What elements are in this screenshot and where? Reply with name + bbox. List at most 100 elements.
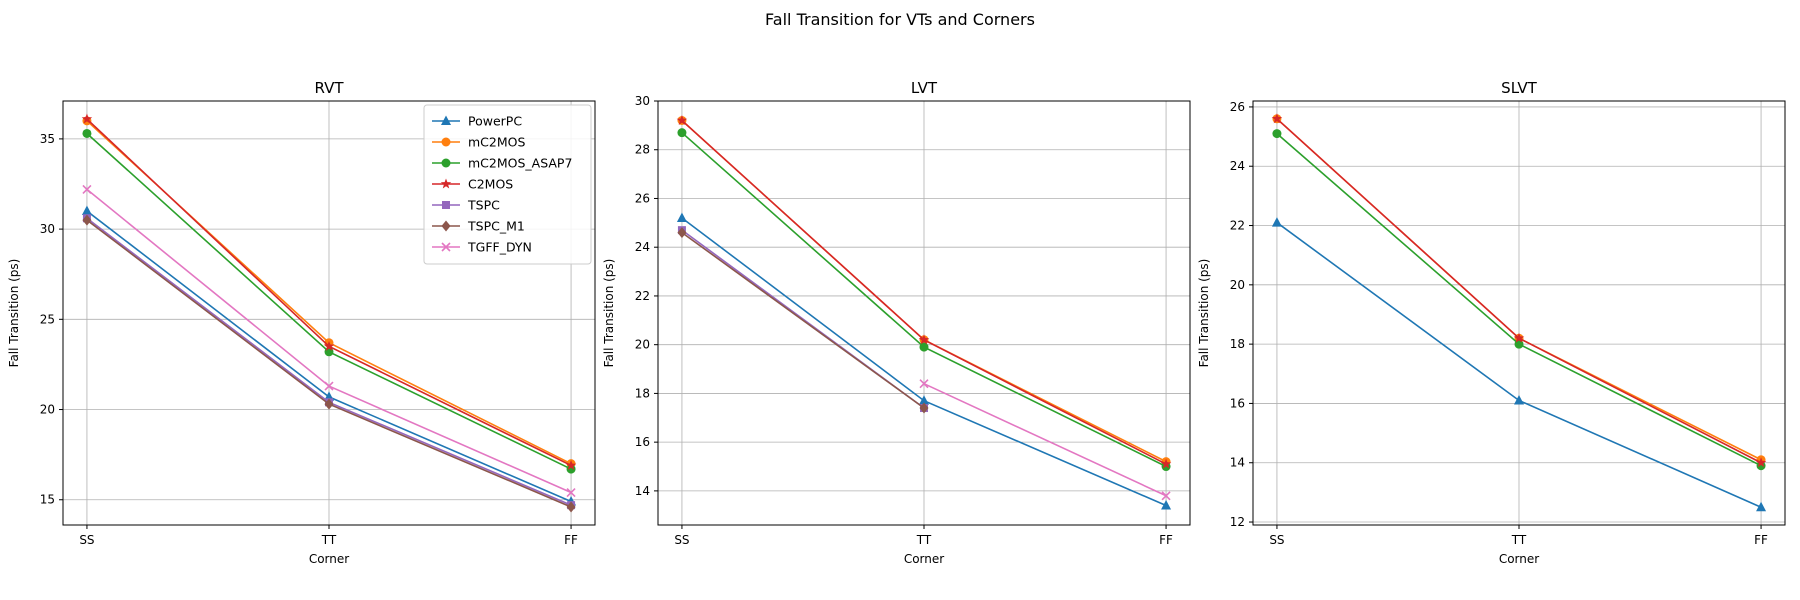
x-tick-label: SS: [79, 533, 94, 547]
x-tick-label: TT: [1511, 533, 1527, 547]
marker-powerpc: [676, 212, 687, 222]
y-tick-label: 22: [1230, 219, 1245, 233]
y-tick-label: 35: [40, 132, 55, 146]
marker-powerpc: [919, 395, 929, 405]
y-tick-label: 26: [1230, 100, 1245, 114]
y-axis-label: Fall Transition (ps): [1197, 259, 1211, 368]
series-c2mos: [1271, 113, 1767, 468]
y-tick-label: 20: [1230, 278, 1245, 292]
series-tspc-m1: [82, 214, 576, 513]
subplot-title: RVT: [314, 79, 344, 97]
y-tick-label: 12: [1230, 515, 1245, 529]
subplot-lvt: SS TT FF 14 16 18 20 22 24 26 28 30 LVT Corner Fall Tr…: [602, 79, 1191, 566]
marker-c2mos: [323, 340, 335, 351]
marker-mc2mos-asap7: [1756, 461, 1766, 471]
marker-c2mos: [1271, 113, 1283, 124]
legend-label: TGFF_DYN: [467, 240, 532, 255]
y-tick-label: 20: [40, 403, 55, 417]
x-tick-label: FF: [1159, 533, 1173, 547]
y-tick-label: 24: [635, 240, 650, 254]
legend-entry-mc2mos-asap7: mC2MOS_ASAP7: [432, 156, 572, 171]
marker-tspc-m1: [566, 501, 576, 513]
marker-powerpc: [1161, 500, 1172, 510]
marker-tgff-dyn: [324, 381, 334, 391]
y-tick-label: 14: [1230, 456, 1245, 470]
series-mc2mos-asap7: [677, 128, 1171, 472]
legend-label: mC2MOS: [468, 135, 525, 150]
marker-tgff-dyn: [82, 184, 92, 194]
marker-tspc-m1: [441, 220, 451, 232]
legend-entry-powerpc: PowerPC: [432, 114, 522, 129]
series-powerpc: [676, 212, 1172, 510]
subplot-rvt: SS TT FF 15 20 25 30 35 RVT Corner Fall Transition…: [7, 79, 596, 566]
marker-c2mos: [1160, 458, 1172, 469]
legend-entry-c2mos: C2MOS: [432, 177, 513, 192]
marker-c2mos: [565, 459, 577, 470]
legend-label: mC2MOS_ASAP7: [468, 156, 572, 171]
marker-tgff-dyn: [441, 242, 451, 252]
series-c2mos: [81, 113, 577, 470]
marker-powerpc: [1514, 394, 1524, 405]
y-tick-label: 18: [635, 386, 650, 400]
legend-label: TSPC: [467, 198, 500, 213]
line-tspc-m1: [681, 231, 925, 409]
marker-mc2mos-asap7: [919, 342, 929, 352]
series-c2mos: [676, 114, 1172, 469]
legend-frame: [423, 104, 592, 265]
marker-powerpc: [1756, 501, 1767, 512]
marker-tgff-dyn: [1161, 491, 1171, 501]
y-tick-label: 20: [635, 338, 650, 352]
y-tick-label: 25: [40, 312, 55, 326]
x-tick-label: FF: [564, 533, 578, 547]
marker-c2mos: [81, 113, 93, 124]
marker-powerpc: [1271, 217, 1282, 227]
marker-tspc-m1: [324, 398, 334, 410]
y-tick-label: 14: [635, 484, 650, 498]
marker-powerpc: [441, 115, 451, 125]
marker-mc2mos-asap7: [441, 158, 451, 168]
legend-entry-tspc: TSPC: [432, 198, 500, 213]
y-axis-label: Fall Transition (ps): [602, 259, 616, 368]
line-tgff-dyn: [923, 382, 1167, 497]
series-tspc-m1: [677, 227, 929, 414]
x-axis-label: Corner: [904, 552, 944, 566]
x-tick-label: TT: [916, 533, 932, 547]
y-tick-label: 30: [40, 222, 55, 236]
subplots: SS TT FF 15 20 25 30 35 RVT Corner Fall Transition…: [7, 79, 1786, 566]
y-tick-label: 26: [635, 191, 650, 205]
marker-c2mos: [1513, 332, 1525, 343]
y-tick-label: 22: [635, 289, 650, 303]
y-tick-label: 16: [635, 435, 650, 449]
y-axis-label: Fall Transition (ps): [7, 259, 21, 368]
x-axis-label: Corner: [1499, 552, 1539, 566]
legend: PowerPC mC2MOS mC2MOS_ASAP7 C2MOS TSPC TSPC_M…: [423, 104, 592, 265]
subplot-title: SLVT: [1501, 79, 1537, 97]
legend-label: C2MOS: [468, 177, 513, 192]
marker-tgff-dyn: [919, 379, 929, 389]
y-tick-label: 30: [635, 94, 650, 108]
marker-tspc-m1: [82, 214, 92, 226]
marker-c2mos: [440, 178, 452, 189]
series-tgff-dyn: [82, 184, 576, 498]
legend-entry-tspc-m1: TSPC_M1: [432, 219, 525, 234]
figure-suptitle: Fall Transition for VTs and Corners: [765, 10, 1035, 29]
series-tgff-dyn: [919, 379, 1171, 501]
legend-label: TSPC_M1: [467, 219, 525, 234]
marker-mc2mos-asap7: [82, 128, 92, 138]
marker-tspc-m1: [677, 227, 687, 239]
marker-c2mos: [676, 114, 688, 125]
legend-entry-mc2mos: mC2MOS: [432, 135, 525, 150]
marker-mc2mos-asap7: [1514, 339, 1524, 349]
y-tick-label: 16: [1230, 396, 1245, 410]
marker-tgff-dyn: [566, 487, 576, 498]
x-tick-label: SS: [674, 533, 689, 547]
y-tick-label: 18: [1230, 337, 1245, 351]
y-tick-label: 28: [635, 143, 650, 157]
legend-entry-tgff-dyn: TGFF_DYN: [432, 240, 532, 255]
y-tick-label: 24: [1230, 159, 1245, 173]
x-tick-label: FF: [1754, 533, 1768, 547]
marker-c2mos: [1755, 457, 1767, 468]
x-axis-label: Corner: [309, 552, 349, 566]
marker-mc2mos-asap7: [677, 128, 687, 138]
